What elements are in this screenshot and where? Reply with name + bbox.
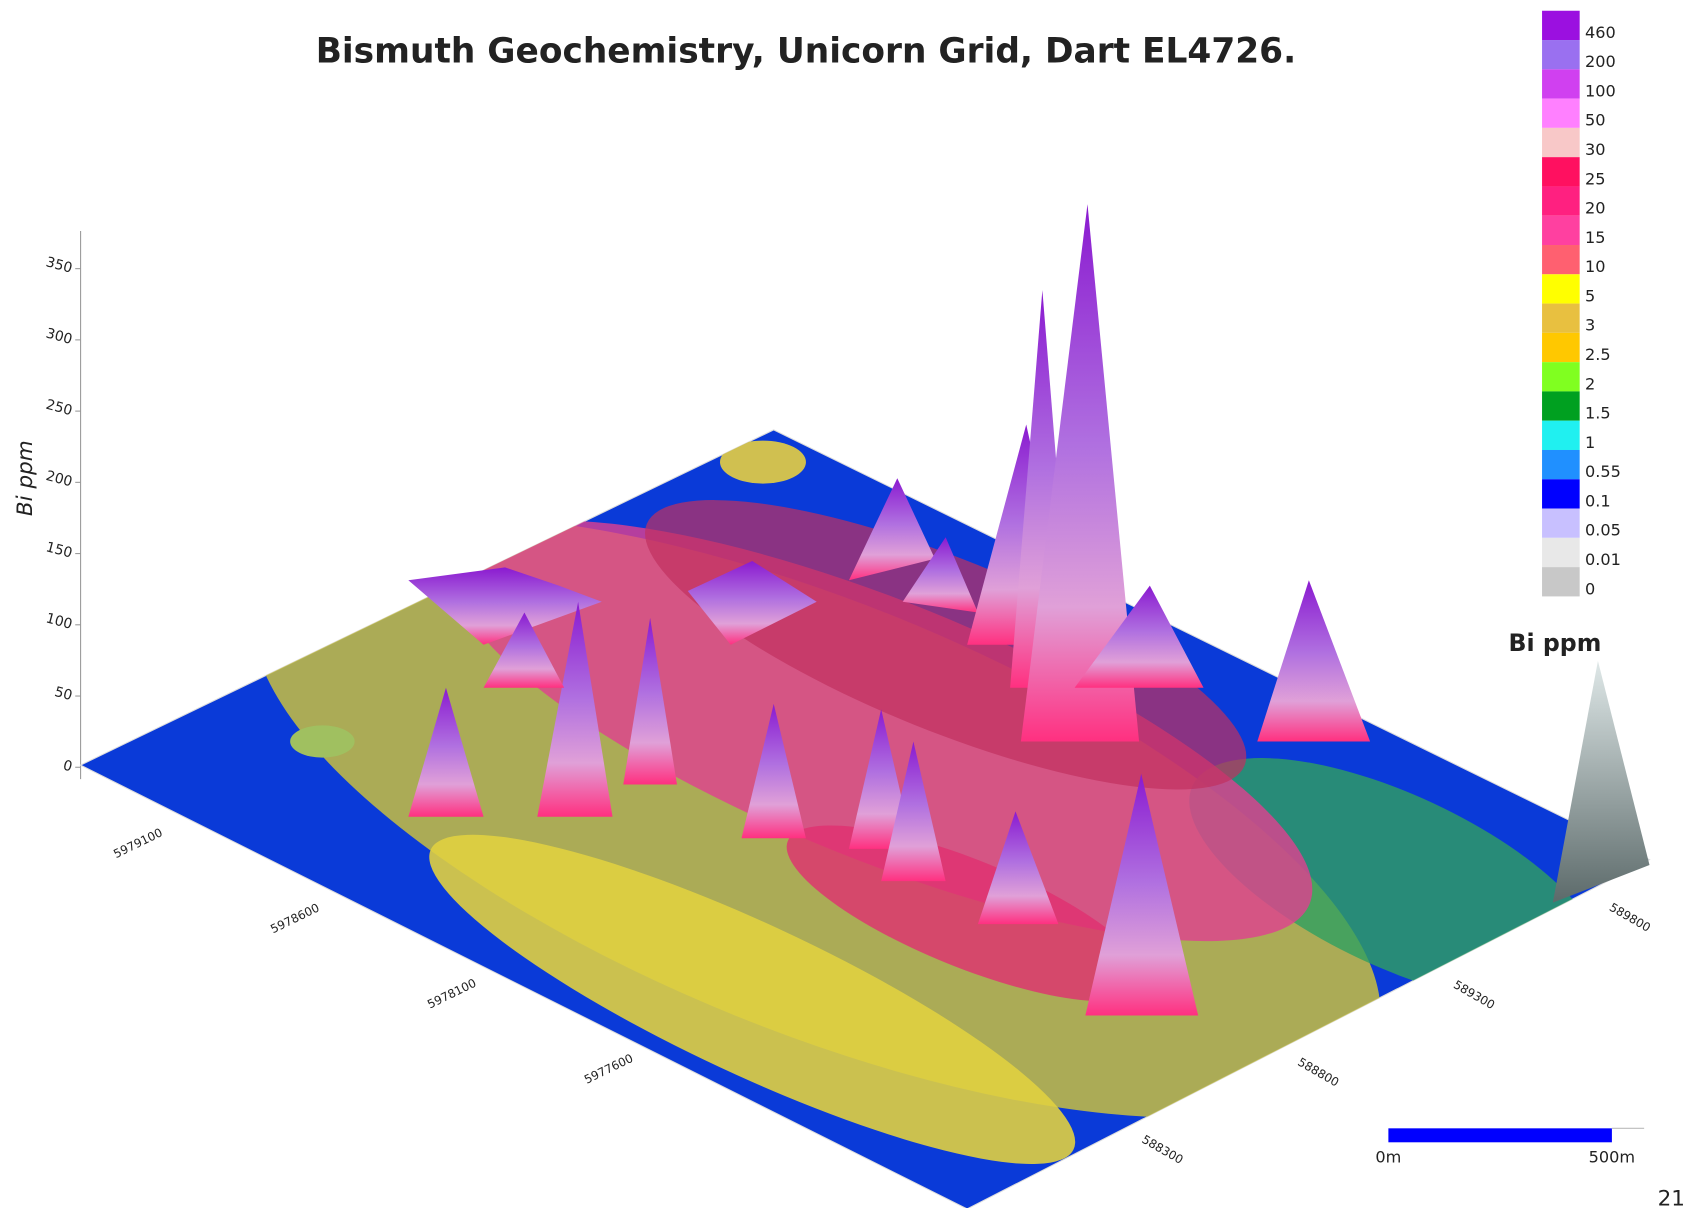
z-tick-label: 0 — [61, 758, 74, 776]
z-tick-label: 300 — [44, 326, 74, 348]
northing-label: 5979100 — [111, 825, 164, 861]
legend-label: 0 — [1585, 579, 1595, 598]
z-tick-label: 250 — [44, 397, 74, 419]
legend-swatch — [1542, 567, 1580, 596]
legend-swatch — [1542, 245, 1580, 274]
legend-label: 5 — [1585, 286, 1595, 305]
z-tick-label: 350 — [44, 254, 74, 276]
title: Bismuth Geochemistry, Unicorn Grid, Dart… — [316, 31, 1296, 71]
easting-label: 588300 — [1140, 1132, 1186, 1167]
legend-label: 1.5 — [1585, 404, 1611, 423]
legend-label: 200 — [1585, 52, 1616, 71]
legend-swatch — [1542, 128, 1580, 157]
scale-end: 500m — [1589, 1148, 1635, 1167]
easting-label: 588800 — [1295, 1055, 1341, 1090]
slide: Bismuth Geochemistry, Unicorn Grid, Dart… — [0, 0, 1685, 1208]
surface — [81, 204, 1650, 1208]
legend-swatch — [1542, 479, 1580, 508]
z-tick-label: 200 — [44, 468, 74, 490]
legend-swatch — [1542, 40, 1580, 69]
legend-label: 3 — [1585, 316, 1595, 335]
northing-label: 5978100 — [425, 976, 478, 1012]
z-tick-label: 50 — [53, 684, 74, 704]
legend-swatch — [1542, 538, 1580, 567]
z-axis-label: Bi ppm — [13, 440, 38, 516]
legend-swatch — [1542, 157, 1580, 186]
legend-label: 25 — [1585, 169, 1606, 188]
page-number: 21 — [1658, 1187, 1685, 1208]
legend-swatch — [1542, 274, 1580, 303]
page: Bismuth Geochemistry, Unicorn Grid, Dart… — [0, 0, 1685, 1208]
legend-label: 460 — [1585, 23, 1616, 42]
legend-swatch — [1542, 186, 1580, 215]
legend-label: 0.55 — [1585, 462, 1621, 481]
northing-label: 5977600 — [582, 1051, 635, 1087]
legend-swatch — [1542, 99, 1580, 128]
northing-label: 5978600 — [268, 901, 321, 937]
legend-swatch — [1542, 421, 1580, 450]
z-tick-label: 100 — [44, 610, 74, 632]
legend-label: 20 — [1585, 199, 1606, 218]
legend-title: Bi ppm — [1509, 629, 1602, 657]
legend-label: 100 — [1585, 81, 1616, 100]
legend-label: 50 — [1585, 111, 1606, 130]
legend-swatch — [1542, 69, 1580, 98]
legend-swatch — [1542, 333, 1580, 362]
legend-swatch — [1542, 362, 1580, 391]
legend-swatch — [1542, 304, 1580, 333]
legend-label: 0.05 — [1585, 521, 1621, 540]
mini-peak — [1553, 661, 1650, 903]
legend-label: 0.1 — [1585, 491, 1611, 510]
legend-label: 0.01 — [1585, 550, 1621, 569]
content: Bismuth Geochemistry, Unicorn Grid, Dart… — [13, 11, 1685, 1208]
legend-label: 15 — [1585, 228, 1606, 247]
scale-bar — [1388, 1128, 1612, 1142]
legend-swatch — [1542, 216, 1580, 245]
legend-swatch — [1542, 509, 1580, 538]
legend-label: 30 — [1585, 140, 1606, 159]
easting-label: 589800 — [1607, 900, 1653, 935]
z-tick-label: 150 — [44, 539, 74, 561]
scale-start: 0m — [1375, 1148, 1401, 1167]
legend-swatch — [1542, 391, 1580, 420]
legend-label: 10 — [1585, 257, 1606, 276]
legend-label: 2.5 — [1585, 345, 1611, 364]
legend-swatch — [1542, 450, 1580, 479]
easting-label: 589300 — [1451, 978, 1497, 1013]
legend-label: 1 — [1585, 433, 1595, 452]
legend-swatch — [1542, 11, 1580, 40]
legend-label: 2 — [1585, 374, 1595, 393]
